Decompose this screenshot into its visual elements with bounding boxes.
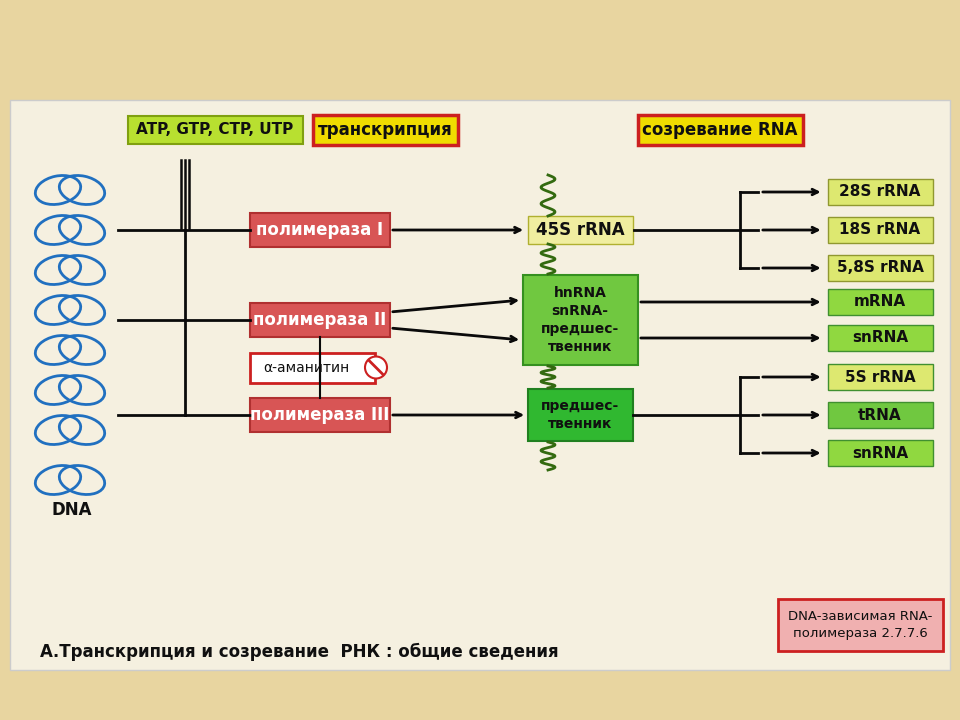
Text: DNA-зависимая RNA-
полимераза 2.7.7.6: DNA-зависимая RNA- полимераза 2.7.7.6 [788, 610, 932, 640]
Text: tRNA: tRNA [858, 408, 901, 423]
Text: А.Транскрипция и созревание  РНК : общие сведения: А.Транскрипция и созревание РНК : общие … [40, 643, 559, 661]
Text: 5,8S rRNA: 5,8S rRNA [836, 261, 924, 276]
Text: созревание RNA: созревание RNA [642, 121, 798, 139]
Bar [828, 364, 932, 390]
Text: 18S rRNA: 18S rRNA [839, 222, 921, 238]
Text: 45S rRNA: 45S rRNA [536, 221, 624, 239]
Bar [778, 599, 943, 651]
Bar [522, 275, 637, 365]
Bar [527, 216, 633, 244]
Bar [128, 116, 302, 144]
Text: полимераза II: полимераза II [253, 311, 387, 329]
Text: mRNA: mRNA [854, 294, 906, 310]
Text: предшес-
твенник: предшес- твенник [540, 399, 619, 431]
Text: 5S rRNA: 5S rRNA [845, 369, 915, 384]
Text: ATP, GTP, CTP, UTP: ATP, GTP, CTP, UTP [136, 122, 294, 138]
Bar [828, 402, 932, 428]
Text: транскрипция: транскрипция [318, 121, 452, 139]
Bar [527, 389, 633, 441]
Bar [637, 115, 803, 145]
Bar [250, 213, 390, 247]
Bar [250, 303, 390, 337]
Text: 28S rRNA: 28S rRNA [839, 184, 921, 199]
Text: DNA: DNA [52, 501, 92, 519]
Circle shape [365, 356, 387, 379]
Text: snRNA: snRNA [852, 446, 908, 461]
Bar [828, 217, 932, 243]
Text: snRNA: snRNA [852, 330, 908, 346]
Bar [10, 100, 950, 670]
Bar [828, 325, 932, 351]
Bar [828, 289, 932, 315]
Text: полимераза III: полимераза III [251, 406, 390, 424]
Bar [828, 440, 932, 466]
Bar [250, 398, 390, 432]
Bar [0, 0, 960, 110]
Text: hnRNA
snRNA-
предшес-
твенник: hnRNA snRNA- предшес- твенник [540, 287, 619, 354]
Bar [313, 115, 458, 145]
Text: полимераза I: полимераза I [256, 221, 384, 239]
Text: α-аманитин: α-аманитин [263, 361, 349, 374]
Bar [828, 255, 932, 281]
Bar [828, 179, 932, 205]
Bar [250, 353, 374, 382]
